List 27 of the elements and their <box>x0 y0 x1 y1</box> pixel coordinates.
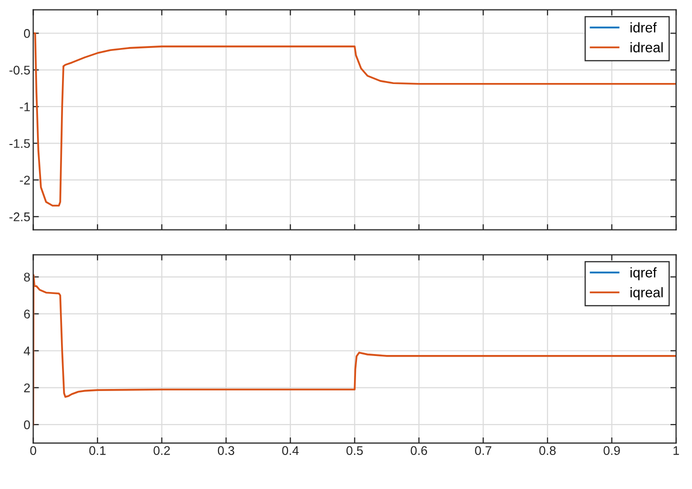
y-tick-label: 0 <box>24 29 30 38</box>
y-tick-label: 2 <box>24 383 30 392</box>
x-tick-label: 0.5 <box>346 446 363 455</box>
x-tick-label: 0.1 <box>89 446 106 455</box>
y-tick-label: -2.5 <box>9 212 30 222</box>
legend-label: idreal <box>630 42 663 52</box>
x-tick-label: 0.7 <box>475 446 492 455</box>
x-tick-label: 0.6 <box>410 446 428 455</box>
legend-label: iqref <box>630 267 657 280</box>
x-tick-label: 0 <box>30 446 36 455</box>
y-tick-label: 4 <box>24 346 30 356</box>
line-series <box>33 32 676 207</box>
y-tick-label: -1 <box>20 102 30 112</box>
y-tick-label: 0 <box>24 420 30 430</box>
y-tick-label: -1.5 <box>9 139 30 148</box>
x-tick-label: 0.2 <box>154 446 170 455</box>
legend-label: idref <box>630 22 657 32</box>
x-tick-label: 0.8 <box>539 446 556 455</box>
x-tick-label: 1 <box>674 446 679 455</box>
y-tick-label: -0.5 <box>9 66 30 75</box>
y-tick-label: 8 <box>24 272 30 282</box>
y-tick-label: -2 <box>20 176 30 184</box>
x-tick-label: 0.3 <box>218 446 234 455</box>
x-tick-label: 0.9 <box>604 446 620 455</box>
x-tick-label: 0.4 <box>282 446 299 455</box>
legend-label: iqreal <box>630 287 663 300</box>
y-tick-label: 6 <box>24 310 30 318</box>
